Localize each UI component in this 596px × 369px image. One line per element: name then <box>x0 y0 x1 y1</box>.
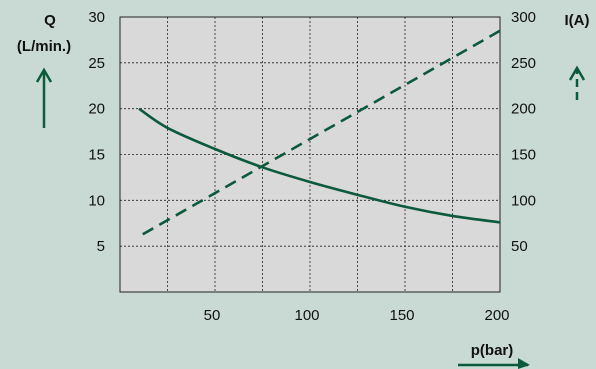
y-left-tick-label: 15 <box>88 147 105 164</box>
up-arrow-icon <box>35 67 53 128</box>
y-left-tick-label: 20 <box>88 101 105 118</box>
series-line-current <box>142 29 501 236</box>
tick-labels: 5 10 15 20 25 30 50 100 150 200 250 300 50 100 150 200 <box>88 9 536 324</box>
y-right-tick-label: 150 <box>511 147 536 164</box>
series-line-flow <box>138 107 501 224</box>
y-left-tick-label: 30 <box>88 9 105 26</box>
y-left-axis-title-line2: (L/min.) <box>17 38 71 55</box>
y-right-tick-label: 100 <box>511 192 536 209</box>
y-right-tick-label: 50 <box>511 238 528 255</box>
dashed-up-arrow-icon <box>568 65 586 100</box>
y-left-axis-title-line1: Q <box>44 12 56 29</box>
y-left-tick-label: 10 <box>88 192 105 209</box>
series-lines <box>138 29 501 236</box>
grid-lines <box>120 17 500 292</box>
right-arrow-icon <box>458 358 530 369</box>
y-left-tick-label: 5 <box>97 238 105 255</box>
y-right-tick-label: 300 <box>511 9 536 26</box>
y-left-tick-label: 25 <box>88 55 105 72</box>
y-right-axis-title: I(A) <box>565 12 590 29</box>
y-right-tick-label: 200 <box>511 101 536 118</box>
x-tick-label: 50 <box>204 307 221 324</box>
x-tick-label: 100 <box>294 307 319 324</box>
x-axis-title: p(bar) <box>471 342 514 359</box>
x-tick-label: 150 <box>389 307 414 324</box>
y-right-tick-label: 250 <box>511 55 536 72</box>
x-tick-label: 200 <box>484 307 509 324</box>
